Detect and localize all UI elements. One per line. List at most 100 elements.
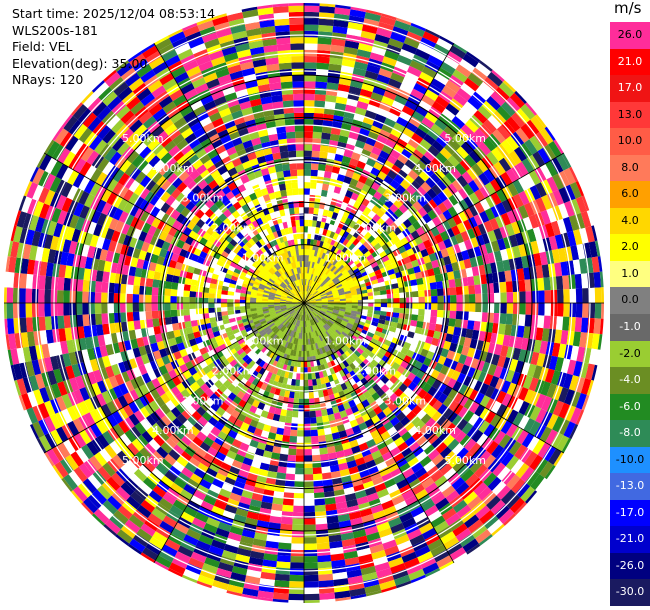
velocity-gate [401,43,418,55]
velocity-gate [404,313,412,320]
velocity-gate [422,203,433,214]
velocity-gate [373,310,381,315]
velocity-gate [327,296,334,300]
velocity-gate [493,365,503,378]
velocity-gate [336,315,344,321]
velocity-gate [529,266,538,280]
velocity-gate [189,285,197,292]
velocity-gate [308,306,314,311]
velocity-gate [428,344,438,354]
velocity-gate [436,281,444,289]
velocity-gate [315,306,322,309]
velocity-gate [44,275,53,290]
velocity-gate [498,434,512,449]
velocity-gate [463,258,472,269]
velocity-gate [386,358,395,367]
velocity-gate [388,230,397,240]
velocity-gate [555,275,564,290]
velocity-gate [515,108,531,124]
velocity-gate [500,101,516,117]
velocity-gate [332,26,348,35]
velocity-gate [430,78,446,91]
velocity-gate [365,264,373,271]
velocity-gate [339,304,346,308]
velocity-gate [428,252,438,262]
velocity-gate [403,421,415,432]
velocity-gate [392,288,400,294]
velocity-gate [503,513,517,526]
velocity-gate [555,316,564,331]
velocity-gate [474,404,486,417]
velocity-gate [512,412,525,427]
velocity-gate [227,306,234,311]
velocity-gate [548,141,562,158]
velocity-gate [505,313,513,325]
velocity-gate [304,279,307,286]
velocity-gate [332,259,338,266]
velocity-gate [25,303,33,318]
velocity-gate [352,67,367,77]
velocity-gate [333,205,341,214]
velocity-gate [337,193,346,202]
velocity-gate [467,347,476,358]
velocity-gate [530,351,540,366]
velocity-gate [525,303,533,315]
velocity-gate [315,307,321,311]
velocity-gate [543,315,551,329]
velocity-gate [442,187,453,199]
velocity-gate [308,286,312,292]
velocity-gate [558,203,569,219]
velocity-gate [524,314,532,327]
velocity-gate [336,262,343,270]
velocity-gate [464,438,477,452]
velocity-gate [427,329,435,338]
velocity-gate [597,256,603,272]
velocity-gate [307,285,311,292]
velocity-gate [369,275,378,282]
velocity-gate [286,467,296,475]
velocity-gate [316,416,323,424]
velocity-gate [505,369,515,383]
velocity-gate [349,315,357,320]
velocity-gate [341,59,356,68]
velocity-gate [410,22,426,32]
velocity-gate [348,355,356,363]
velocity-gate [315,316,321,322]
velocity-gate [283,428,291,436]
velocity-gate [353,146,364,155]
velocity-gate [312,275,317,282]
velocity-gate [505,168,518,183]
velocity-gate [331,313,338,318]
velocity-gate [378,359,387,368]
velocity-gate [535,265,544,279]
velocity-gate [309,194,316,202]
velocity-gate [540,381,551,396]
velocity-gate [304,467,313,475]
velocity-gate [516,268,525,281]
velocity-gate [314,256,319,264]
velocity-gate [363,250,372,258]
velocity-gate [299,392,304,399]
velocity-gate [378,194,389,205]
velocity-gate [481,491,497,506]
velocity-gate [418,170,430,182]
velocity-gate [336,213,343,222]
velocity-gate [289,581,304,588]
velocity-gate [463,183,475,196]
velocity-gate [469,459,483,474]
velocity-gate [461,250,470,261]
velocity-gate [442,198,453,210]
velocity-gate [304,556,318,563]
velocity-gate [298,405,304,412]
velocity-gate [523,326,531,339]
velocity-gate [452,243,461,254]
velocity-gate [554,262,563,277]
velocity-gate [442,209,453,221]
velocity-gate [569,424,579,440]
velocity-gate [452,403,464,415]
velocity-gate [274,484,285,493]
velocity-gate [306,249,310,256]
velocity-gate [345,303,352,306]
velocity-gate [356,100,369,110]
velocity-gate [478,420,490,434]
